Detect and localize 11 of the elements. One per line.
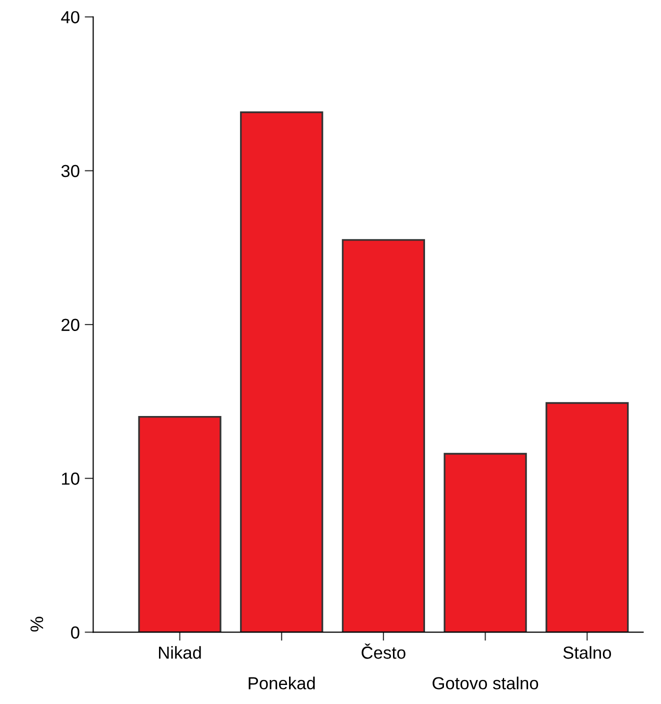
y-axis-title: %: [30, 616, 44, 632]
x-tick-label: Često: [362, 643, 406, 659]
y-tick-label: 0: [71, 626, 80, 639]
x-tick-label: Stalno: [563, 646, 612, 659]
y-tick-label: 40: [61, 11, 80, 24]
y-tick-label: 30: [61, 164, 80, 178]
x-tick-label: Gotovo stalno: [432, 676, 538, 690]
x-tick-label: Ponekad: [248, 676, 315, 690]
y-tick-label: 10: [62, 472, 80, 485]
y-tick-label: 20: [62, 318, 80, 332]
x-tick-label: Nikad: [159, 646, 201, 659]
